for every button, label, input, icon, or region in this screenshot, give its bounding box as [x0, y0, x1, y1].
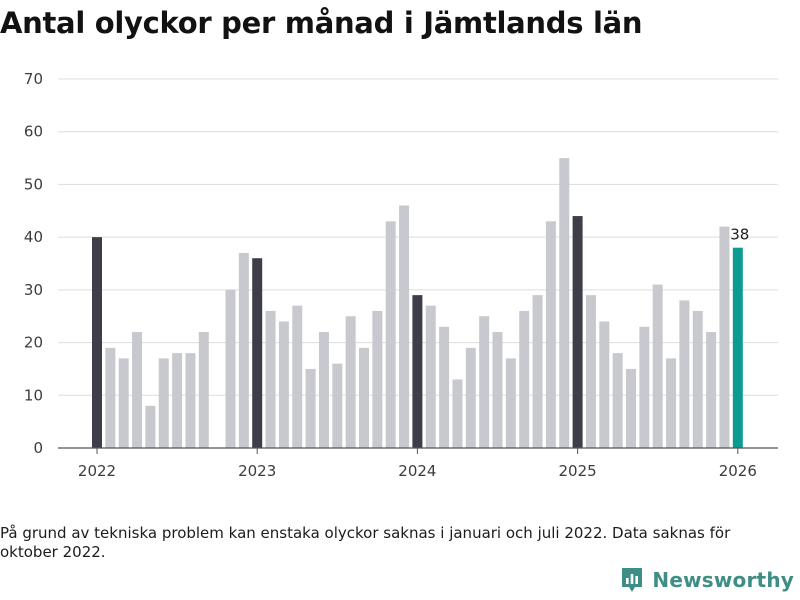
bar	[225, 289, 236, 448]
x-tick-label: 2022	[78, 462, 116, 480]
bar	[198, 332, 209, 448]
y-tick-label: 20	[24, 334, 43, 352]
y-tick-label: 0	[33, 439, 43, 457]
bar	[265, 310, 276, 448]
data-label: 38	[730, 226, 749, 244]
bar	[359, 347, 369, 448]
x-tick-label: 2023	[238, 462, 276, 480]
bar	[666, 358, 677, 448]
y-tick-label: 10	[24, 386, 43, 404]
bar	[626, 368, 636, 448]
bar	[692, 310, 703, 448]
bar	[519, 310, 530, 448]
bar	[732, 247, 743, 448]
bar	[372, 310, 383, 448]
bar	[385, 221, 396, 448]
y-tick-label: 70	[24, 70, 43, 88]
bar	[572, 216, 583, 448]
bar	[652, 284, 663, 448]
x-axis	[58, 447, 778, 454]
bar	[679, 300, 690, 448]
bar	[612, 353, 623, 448]
bar	[452, 379, 463, 448]
bar-chart: 0 10 20 30 40 50 60 70 2022 2023 2024 2025 2026 38	[24, 70, 778, 480]
bar	[105, 347, 116, 448]
brand-name: Newsworthy	[652, 568, 794, 592]
bar	[425, 305, 436, 448]
bar	[439, 326, 450, 448]
bar	[278, 321, 289, 448]
bar	[318, 332, 329, 448]
bars	[92, 158, 743, 449]
bar	[505, 358, 516, 448]
bar	[145, 405, 156, 448]
bar	[412, 295, 423, 448]
bar	[492, 332, 503, 448]
bar	[158, 358, 169, 448]
bar	[118, 358, 129, 448]
bar	[479, 316, 490, 448]
x-tick-label: 2025	[559, 462, 597, 480]
gridlines	[58, 78, 778, 396]
bar	[399, 205, 410, 448]
footnote: På grund av tekniska problem kan enstaka…	[0, 524, 731, 561]
bar	[559, 158, 570, 449]
bar	[706, 332, 717, 448]
x-tick-label: 2024	[398, 462, 436, 480]
tick-labels: 0 10 20 30 40 50 60 70 2022 2023 2024 2025 2026 38	[24, 70, 757, 480]
newsworthy-logo-icon	[622, 568, 643, 592]
y-tick-label: 40	[24, 228, 43, 246]
bar	[185, 353, 196, 448]
bar	[172, 353, 183, 448]
bar	[465, 347, 476, 448]
bar	[719, 226, 730, 448]
bar	[292, 305, 303, 448]
newsworthy-logo[interactable]: Newsworthy	[620, 566, 794, 594]
bar	[545, 221, 556, 448]
bar	[332, 363, 343, 448]
bar	[252, 258, 263, 448]
bar	[532, 295, 543, 448]
bar	[585, 295, 596, 448]
bar	[92, 237, 102, 448]
bar	[345, 316, 356, 448]
y-tick-label: 50	[24, 175, 43, 193]
y-tick-label: 60	[24, 123, 43, 141]
bar	[639, 326, 650, 448]
bar	[305, 368, 316, 448]
chart-title: Antal olyckor per månad i Jämtlands län	[0, 6, 643, 40]
bar	[599, 321, 610, 448]
y-tick-label: 30	[24, 281, 43, 299]
x-tick-label: 2026	[719, 462, 757, 480]
bar	[238, 252, 249, 448]
bar	[132, 332, 143, 448]
